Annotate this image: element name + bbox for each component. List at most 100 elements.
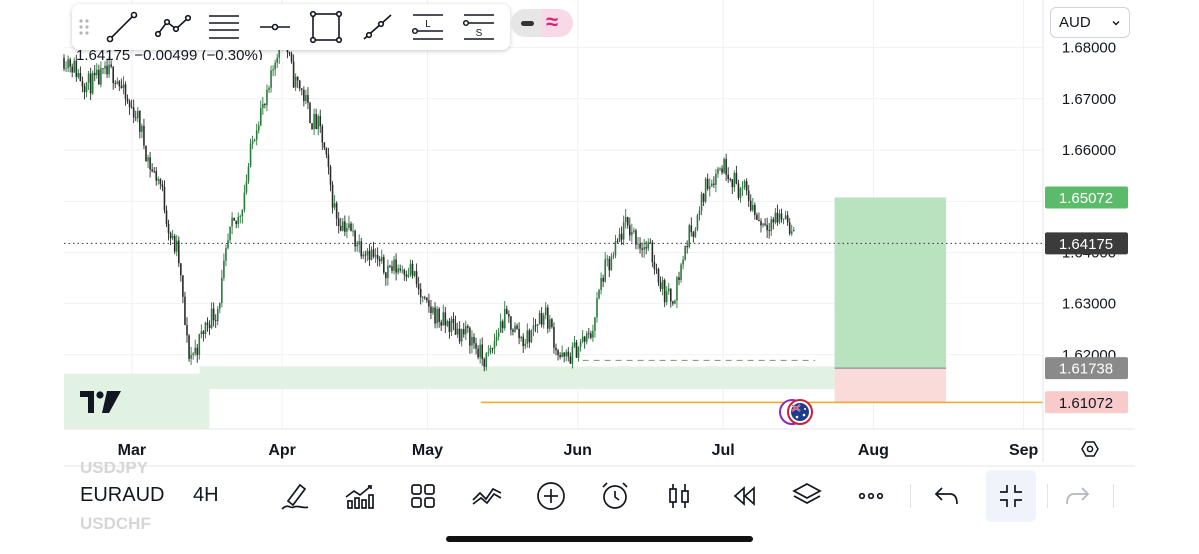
candle bbox=[251, 135, 254, 149]
solid-style-icon[interactable] bbox=[521, 21, 534, 26]
candle bbox=[520, 335, 522, 342]
candle bbox=[450, 316, 453, 337]
candle bbox=[73, 57, 76, 74]
candle bbox=[594, 316, 596, 338]
candle bbox=[167, 219, 170, 241]
candle bbox=[368, 243, 371, 267]
candle bbox=[770, 216, 773, 237]
undo-icon[interactable] bbox=[922, 466, 972, 526]
candle bbox=[555, 343, 557, 356]
rectangle-icon[interactable] bbox=[300, 4, 351, 50]
symbol-picker[interactable]: USDJPY EURAUD USDCHF bbox=[66, 462, 186, 532]
candle bbox=[378, 256, 381, 267]
indicators-icon[interactable] bbox=[334, 466, 384, 526]
candle bbox=[567, 347, 570, 362]
candle bbox=[444, 306, 447, 334]
candle bbox=[134, 110, 137, 122]
line-style-toggle[interactable]: ≈ bbox=[511, 9, 573, 37]
wave-style-icon[interactable]: ≈ bbox=[546, 9, 559, 34]
candle bbox=[762, 223, 764, 228]
candle bbox=[467, 324, 469, 333]
candle bbox=[745, 178, 748, 196]
alert-icon[interactable] bbox=[590, 466, 640, 526]
ray-icon[interactable] bbox=[351, 4, 402, 50]
candle bbox=[405, 270, 408, 282]
candle bbox=[518, 322, 520, 345]
candle bbox=[137, 106, 139, 123]
candle bbox=[307, 87, 309, 110]
candle bbox=[360, 237, 363, 260]
candle bbox=[309, 101, 311, 124]
candle bbox=[721, 165, 723, 175]
candle bbox=[276, 53, 278, 68]
replay-icon[interactable] bbox=[718, 466, 768, 526]
short-position-icon[interactable]: S bbox=[453, 4, 504, 50]
long-position-icon[interactable]: L bbox=[402, 4, 453, 50]
fib-retracement-icon[interactable] bbox=[198, 4, 249, 50]
ohlc-readout: 1.64175 −0.00499 (−0.30%) bbox=[76, 47, 263, 60]
draw-icon[interactable] bbox=[270, 466, 320, 526]
candle bbox=[743, 179, 746, 190]
interval-button[interactable]: 4H bbox=[193, 484, 219, 506]
candle bbox=[672, 300, 674, 306]
drag-handle-icon[interactable] bbox=[72, 18, 96, 36]
add-icon[interactable] bbox=[526, 466, 576, 526]
candle bbox=[380, 249, 383, 264]
redo-icon[interactable] bbox=[1052, 466, 1102, 526]
candle bbox=[175, 234, 178, 257]
candle bbox=[639, 237, 641, 254]
candle bbox=[508, 310, 510, 323]
long-tool-label: L bbox=[425, 19, 431, 30]
symbol-current[interactable]: EURAUD bbox=[80, 484, 165, 506]
templates-icon[interactable] bbox=[398, 466, 448, 526]
candle bbox=[653, 254, 656, 275]
compare-icon[interactable] bbox=[462, 466, 512, 526]
candle bbox=[178, 236, 180, 267]
candle bbox=[296, 76, 299, 89]
candle bbox=[399, 264, 401, 273]
candle bbox=[542, 312, 545, 329]
candles-icon[interactable] bbox=[654, 466, 704, 526]
candle bbox=[499, 313, 502, 333]
more-icon[interactable] bbox=[846, 466, 896, 526]
candle bbox=[618, 227, 621, 243]
tradingview-logo bbox=[80, 391, 122, 418]
candle bbox=[393, 255, 395, 275]
candle bbox=[391, 260, 393, 274]
candle bbox=[514, 322, 516, 333]
layers-icon[interactable] bbox=[782, 466, 832, 526]
candle bbox=[118, 80, 121, 91]
currency-select[interactable]: AUD bbox=[1050, 7, 1130, 38]
candle bbox=[192, 352, 194, 360]
candle bbox=[260, 100, 262, 127]
candle bbox=[596, 291, 598, 323]
australia-event-flag[interactable] bbox=[778, 398, 816, 426]
candle bbox=[171, 230, 174, 241]
candle bbox=[91, 70, 94, 95]
candle bbox=[264, 103, 266, 109]
candle bbox=[754, 202, 756, 220]
candle bbox=[329, 165, 332, 192]
candle bbox=[348, 215, 350, 231]
candle bbox=[223, 253, 225, 281]
candle bbox=[766, 217, 768, 238]
chart-settings-icon[interactable] bbox=[1081, 441, 1099, 457]
horizontal-ray-icon[interactable] bbox=[249, 4, 300, 50]
x-tick-label: Aug bbox=[858, 442, 889, 459]
candle bbox=[719, 167, 721, 172]
candle bbox=[692, 230, 695, 243]
symbol-prev[interactable]: USDJPY bbox=[80, 462, 149, 477]
symbol-next[interactable]: USDCHF bbox=[80, 514, 151, 532]
candle bbox=[126, 94, 129, 104]
collapse-icon[interactable] bbox=[986, 470, 1036, 522]
polyline-icon[interactable] bbox=[147, 4, 198, 50]
trend-line-icon[interactable] bbox=[96, 4, 147, 50]
candle bbox=[417, 276, 420, 295]
candle-series bbox=[63, 31, 795, 372]
long-position bbox=[834, 197, 947, 403]
candle bbox=[711, 179, 713, 187]
candle bbox=[130, 99, 133, 109]
candle bbox=[325, 147, 328, 159]
candle bbox=[493, 333, 496, 355]
